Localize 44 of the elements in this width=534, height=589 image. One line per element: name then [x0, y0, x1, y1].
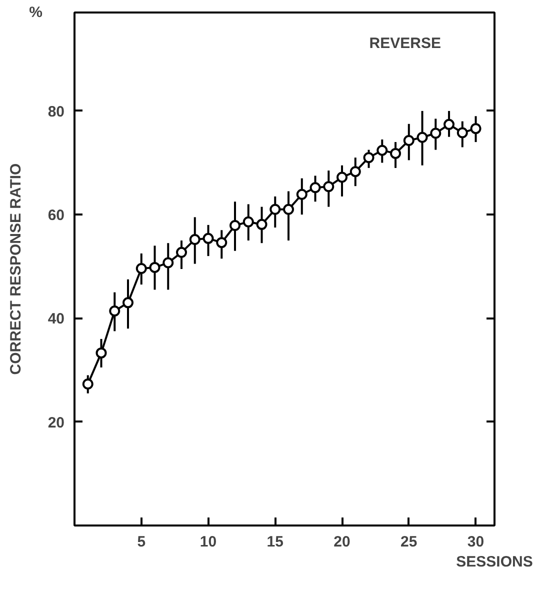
- y-tick-label: 80: [48, 103, 65, 120]
- text: %: [29, 4, 43, 21]
- y-tick-label: 60: [48, 207, 65, 224]
- point: [470, 123, 482, 134]
- point: [242, 216, 254, 228]
- point: [216, 237, 228, 248]
- point: [202, 232, 214, 244]
- y-axis-title: CORRECT RESPONSE RATIO: [8, 162, 24, 375]
- annotation: REVERSE: [369, 35, 442, 52]
- x-tick-label: 25: [400, 534, 418, 550]
- point: [310, 182, 321, 194]
- y-tick-label: 20: [48, 414, 65, 432]
- point: [256, 218, 268, 230]
- point: [149, 262, 160, 273]
- point: [430, 128, 442, 139]
- point: [363, 152, 374, 164]
- x-axis-title: SESSIONS: [456, 554, 533, 570]
- point: [390, 148, 402, 159]
- point: [296, 188, 308, 200]
- x-tick-label: 20: [334, 534, 350, 550]
- point: [82, 378, 94, 390]
- x-tick-label: 10: [200, 534, 217, 550]
- point: [456, 127, 468, 138]
- point: [403, 135, 414, 146]
- x-tick-label: 5: [137, 534, 146, 550]
- point: [189, 234, 200, 245]
- point: [136, 262, 147, 274]
- point: [336, 172, 348, 183]
- point: [350, 166, 361, 178]
- point: [270, 204, 281, 215]
- point: [162, 257, 174, 268]
- y-tick-label: 40: [48, 310, 65, 328]
- point: [416, 132, 428, 143]
- point: [230, 220, 241, 231]
- point: [122, 297, 134, 308]
- point: [96, 347, 107, 358]
- x-tick-label: 30: [467, 534, 484, 550]
- point: [109, 305, 120, 316]
- point: [283, 204, 294, 215]
- point: [176, 246, 188, 258]
- point: [376, 144, 388, 156]
- x-tick-label: 15: [266, 534, 284, 550]
- point: [323, 181, 334, 192]
- point: [444, 118, 455, 130]
